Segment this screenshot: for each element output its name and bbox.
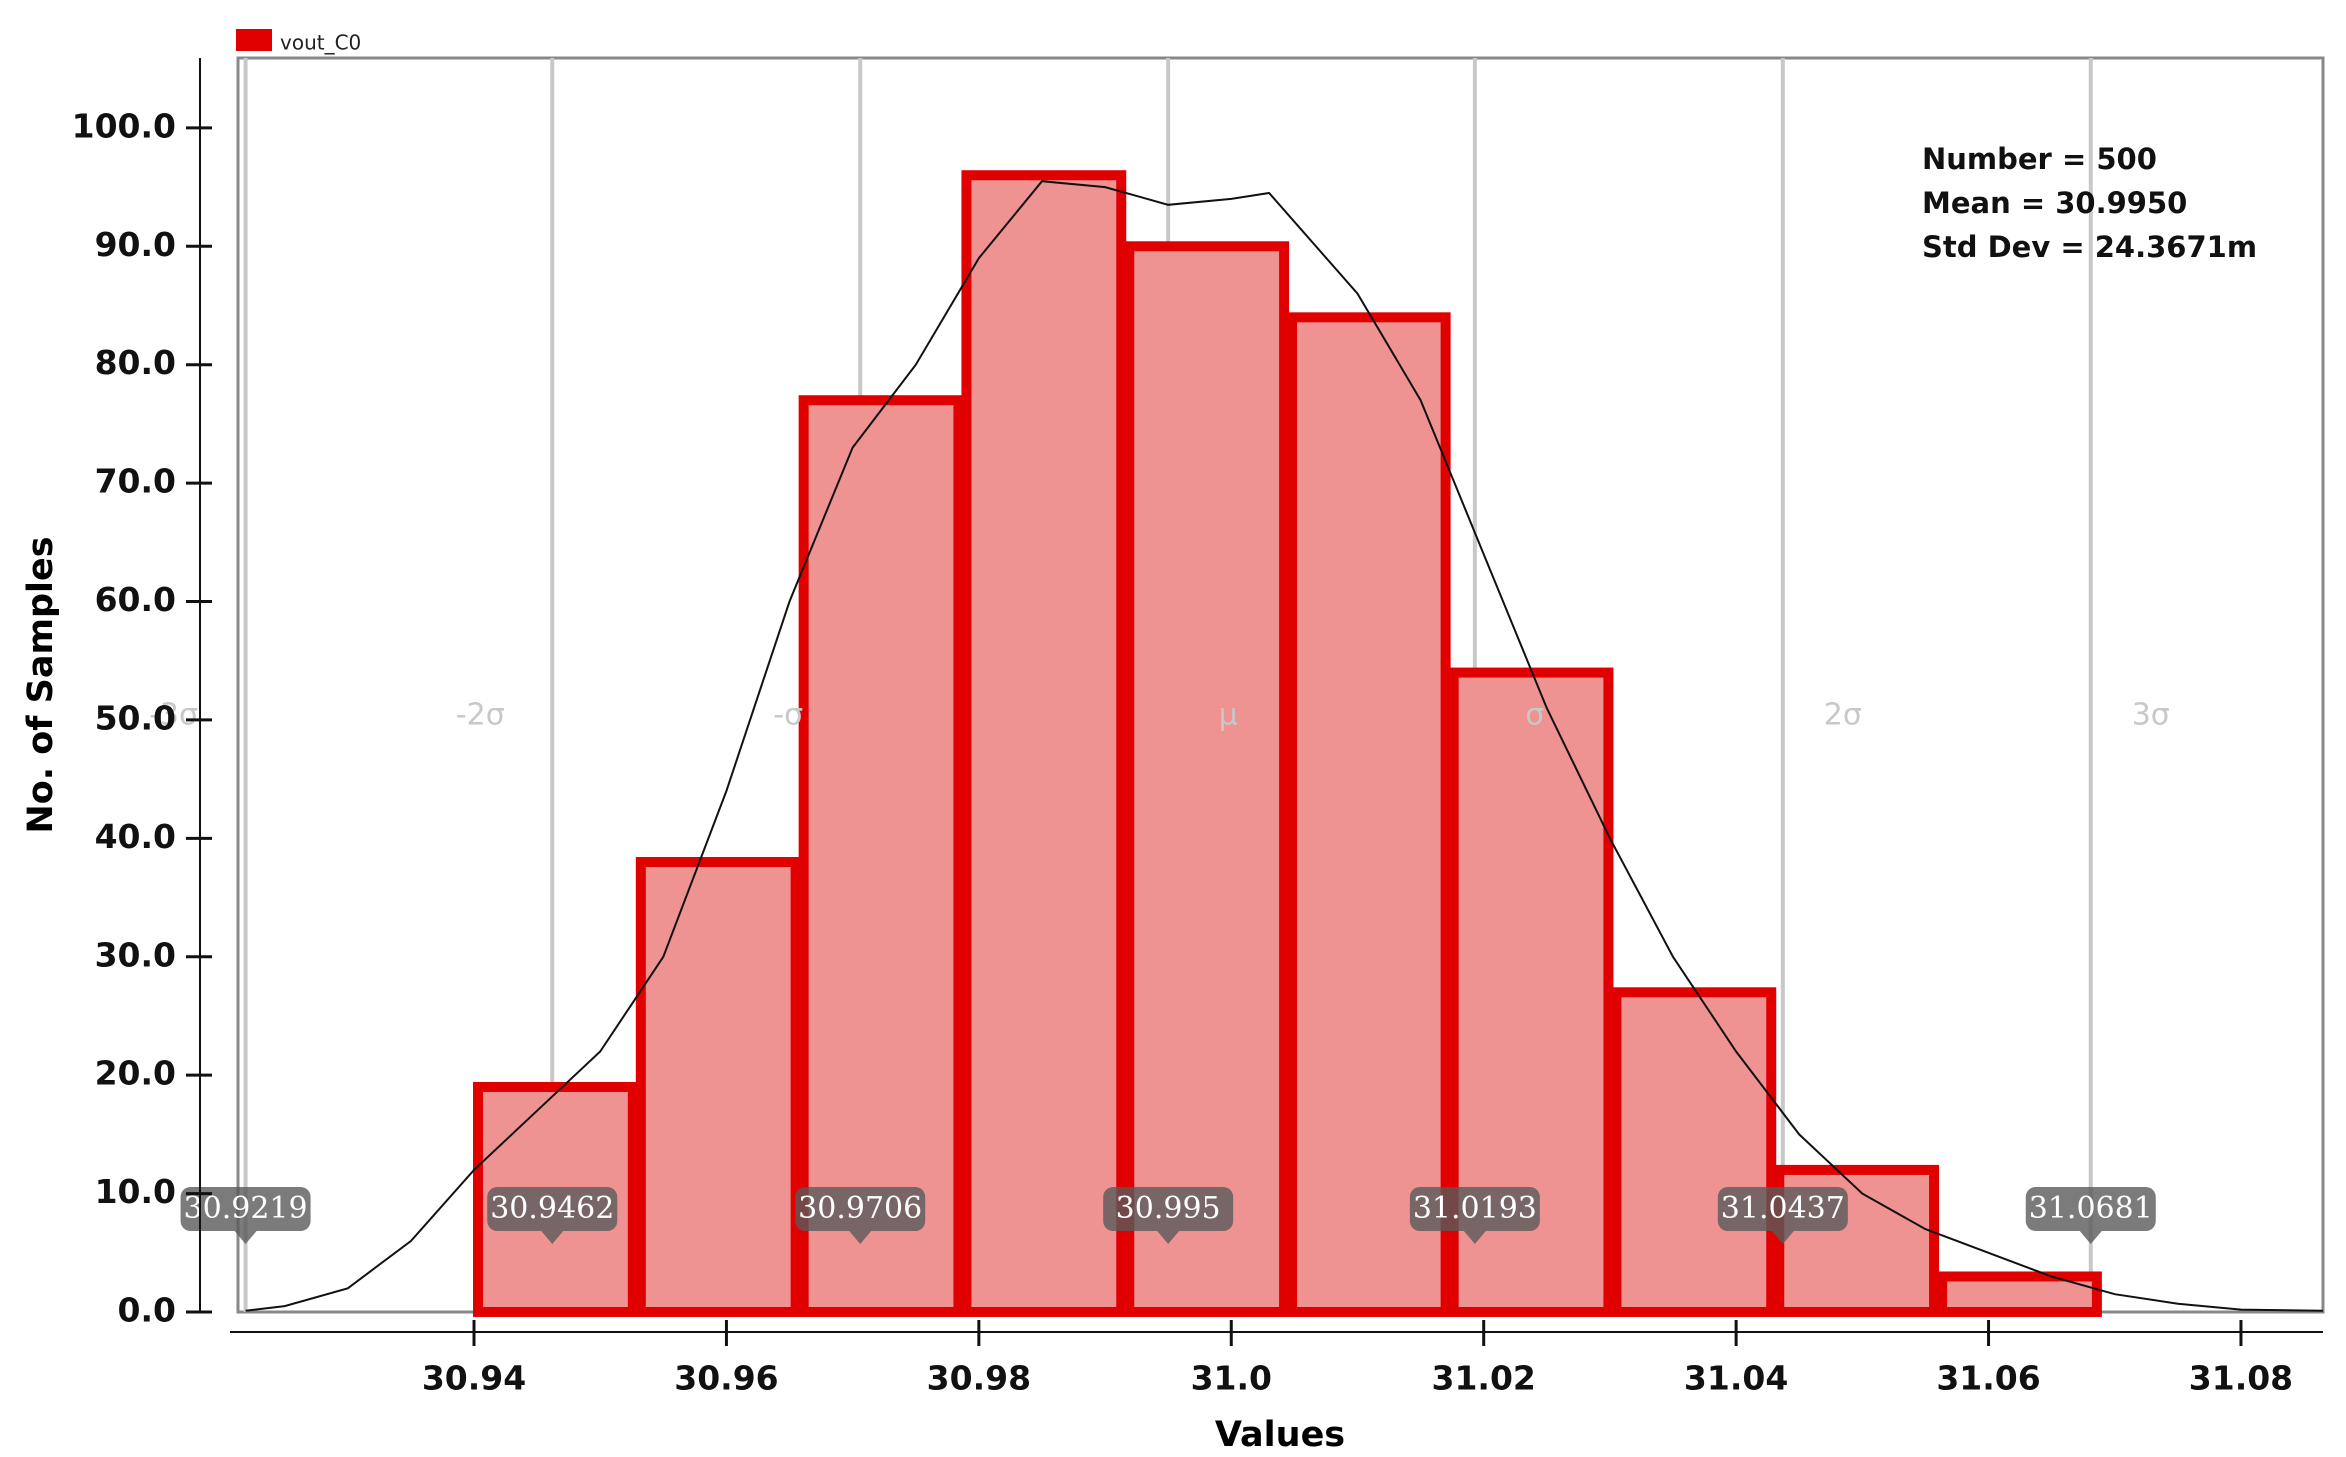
bar (961, 170, 1127, 1317)
marker-pointer (234, 1231, 257, 1244)
x-tick-label: 31.0 (1191, 1359, 1272, 1398)
marker-pointer (1463, 1231, 1486, 1244)
y-tick-label: 100.0 (72, 106, 176, 145)
y-tick-label: 90.0 (95, 225, 176, 264)
value-marker: 31.0193 (1409, 1187, 1540, 1244)
marker-box (1717, 1187, 1848, 1231)
marker-pointer (2079, 1231, 2102, 1244)
bar (1124, 241, 1290, 1318)
x-tick-label: 31.06 (1936, 1359, 2040, 1398)
marker-pointer (849, 1231, 872, 1244)
x-tick-label: 30.96 (674, 1359, 778, 1398)
marker-box (1103, 1187, 1234, 1231)
stat-text: Std Dev = 24.3671m (1922, 230, 2257, 264)
x-tick-label: 30.98 (927, 1359, 1031, 1398)
x-tick-label: 31.08 (2189, 1359, 2293, 1398)
x-axis-label: Values (1215, 1415, 1345, 1455)
marker-box (487, 1187, 618, 1231)
sigma-label: -3σ (149, 698, 198, 733)
marker-value: 31.0437 (1721, 1191, 1845, 1226)
value-marker: 30.9462 (487, 1187, 618, 1244)
y-tick-label: 70.0 (95, 462, 176, 501)
sigma-label: -σ (773, 698, 803, 733)
x-tick-label: 31.04 (1684, 1359, 1788, 1398)
x-tick-label: 31.02 (1432, 1359, 1536, 1398)
marker-pointer (1157, 1231, 1180, 1244)
bar (1287, 312, 1451, 1317)
marker-value: 30.9219 (184, 1191, 308, 1226)
bar (798, 395, 964, 1318)
y-axis-label: No. of Samples (21, 536, 61, 833)
marker-value: 30.9462 (490, 1191, 614, 1226)
y-tick-label: 80.0 (95, 343, 176, 382)
legend-swatch (236, 29, 272, 51)
marker-pointer (1771, 1231, 1794, 1244)
value-marker: 31.0681 (2025, 1187, 2156, 1244)
marker-value: 31.0681 (2029, 1191, 2153, 1226)
y-tick-label: 0.0 (118, 1291, 176, 1330)
y-tick-label: 40.0 (95, 817, 176, 856)
sigma-label: -2σ (456, 698, 505, 733)
value-marker: 30.9706 (795, 1187, 926, 1244)
x-tick-label: 30.94 (422, 1359, 526, 1398)
marker-value: 30.995 (1116, 1191, 1221, 1226)
y-tick-label: 20.0 (95, 1054, 176, 1093)
y-tick-label: 30.0 (95, 935, 176, 974)
sigma-label: μ (1219, 698, 1238, 733)
value-marker: 30.995 (1103, 1187, 1234, 1244)
marker-box (795, 1187, 926, 1231)
density-curve (245, 180, 2324, 1312)
y-tick-label: 10.0 (95, 1172, 176, 1211)
bar (1611, 987, 1777, 1317)
marker-box (2025, 1187, 2156, 1231)
marker-value: 30.9706 (798, 1191, 922, 1226)
stat-text: Number = 500 (1922, 142, 2157, 176)
value-marker: 31.0437 (1717, 1187, 1848, 1244)
sigma-label: 2σ (1824, 698, 1862, 733)
marker-box (1409, 1187, 1540, 1231)
sigma-label: 3σ (2132, 698, 2170, 733)
marker-pointer (541, 1231, 564, 1244)
marker-value: 31.0193 (1413, 1191, 1537, 1226)
sigma-label: σ (1525, 698, 1544, 733)
stat-text: Mean = 30.9950 (1922, 186, 2187, 220)
bar (635, 857, 801, 1317)
marker-box (180, 1187, 311, 1231)
legend-label: vout_C0 (280, 31, 361, 55)
y-tick-label: 50.0 (95, 698, 176, 737)
value-marker: 30.9219 (180, 1187, 311, 1244)
y-tick-label: 60.0 (95, 580, 176, 619)
